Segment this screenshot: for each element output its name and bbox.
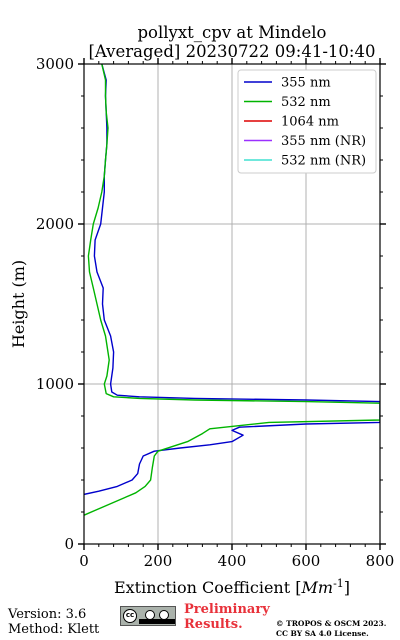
chart-title-line1: pollyxt_cpv at Mindelo <box>138 23 327 42</box>
legend-entry: 532 nm (NR) <box>281 154 366 169</box>
y-axis-label: Height (m) <box>9 260 28 348</box>
prelim-line1: Preliminary <box>184 602 270 617</box>
method-label: Method: Klett <box>8 622 100 637</box>
tick-labels: 0 200 400 600 800 0 1000 2000 3000 <box>36 55 395 570</box>
copyright-line2: CC BY SA 4.0 License. <box>276 629 369 638</box>
legend-entry: 355 nm (NR) <box>281 134 366 149</box>
x-tick-label: 400 <box>218 552 247 570</box>
legend-box <box>237 69 377 174</box>
legend-entry: 532 nm <box>281 95 331 110</box>
x-tick-label: 200 <box>144 552 173 570</box>
x-tick-label: 600 <box>292 552 321 570</box>
copyright-note: © TROPOS & OSCM 2023. CC BY SA 4.0 Licen… <box>276 619 386 639</box>
prelim-line2: Results. <box>184 617 243 632</box>
cc-license-badge: cc <box>120 606 176 626</box>
cc-logo-icon: cc <box>123 609 137 623</box>
y-tick-label: 2000 <box>36 215 74 233</box>
badge-strip <box>139 619 175 624</box>
legend: 355 nm 532 nm 1064 nm 355 nm (NR) 532 nm (NR… <box>237 69 377 174</box>
legend-entry: 355 nm <box>281 76 331 91</box>
y-tick-label: 1000 <box>36 375 74 393</box>
x-tick-label: 800 <box>366 552 395 570</box>
version-label: Version: 3.6 <box>8 607 87 622</box>
x-tick-label: 0 <box>79 552 89 570</box>
copyright-line1: © TROPOS & OSCM 2023. <box>276 619 387 628</box>
y-tick-label: 0 <box>64 535 74 553</box>
preliminary-results-note: Preliminary Results. <box>184 602 270 632</box>
series-line-1 <box>84 64 380 516</box>
legend-entry: 1064 nm <box>281 115 339 130</box>
chart-title-line2: [Averaged] 20230722 09:41-10:40 <box>89 42 376 61</box>
x-axis-label: Extinction Coefficient [Mm-1] <box>114 577 350 597</box>
series-lines <box>84 64 380 516</box>
axis-ticks <box>78 58 386 550</box>
y-tick-label: 3000 <box>36 55 74 73</box>
